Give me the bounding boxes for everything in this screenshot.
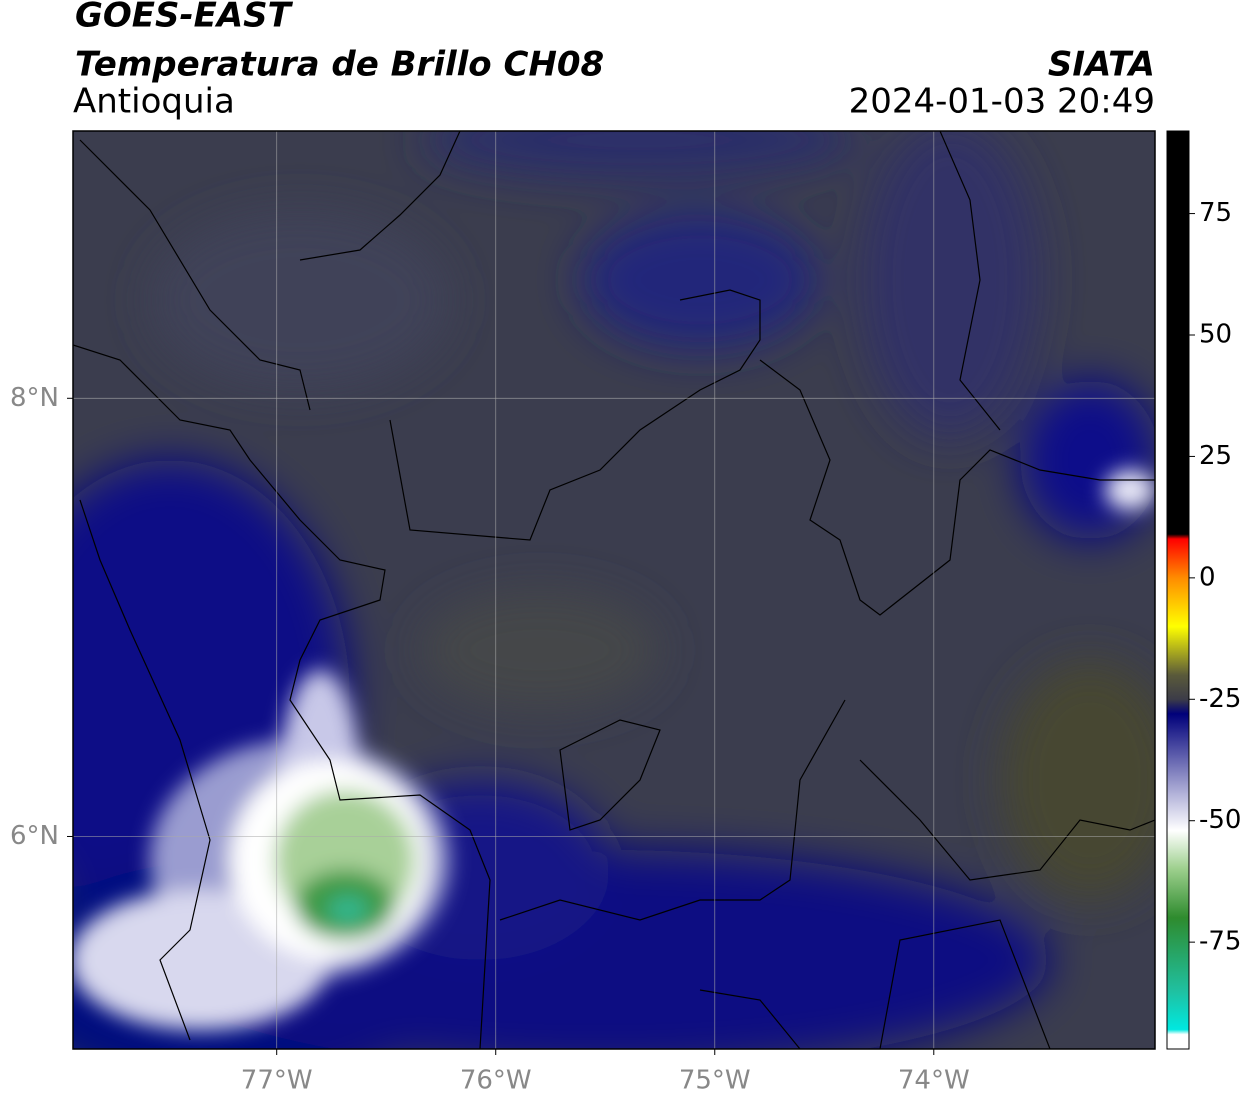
colorbar-tick-label: 0	[1199, 562, 1216, 592]
x-tick-label: 75°W	[679, 1066, 751, 1096]
map	[73, 131, 1155, 1049]
colorbar	[1166, 130, 1190, 1050]
title: GOES-EAST	[75, 0, 294, 36]
colorbar-tick-label: -50	[1199, 805, 1241, 835]
convective-cell	[73, 470, 1155, 1030]
colorbar-tick-label: 75	[1199, 198, 1232, 228]
datetime: 2024-01-03 20:49	[849, 82, 1155, 122]
subtitle: Temperatura de Brillo CH08	[75, 45, 604, 85]
y-tick-label: 6°N	[10, 821, 59, 851]
grid	[73, 131, 1155, 1049]
map-frame	[72, 130, 1156, 1050]
colorbar-tick-label: 25	[1199, 441, 1232, 471]
x-tick-label: 77°W	[241, 1066, 313, 1096]
y-tick-label: 8°N	[10, 383, 59, 413]
x-tick-label: 74°W	[898, 1066, 970, 1096]
x-tick-label: 76°W	[460, 1066, 532, 1096]
borders	[73, 131, 1155, 1049]
colorbar-tick-label: 50	[1199, 320, 1232, 350]
source: SIATA	[1048, 45, 1155, 85]
region: Antioquia	[73, 82, 235, 122]
colorbar-tick-label: -25	[1199, 684, 1241, 714]
colorbar-tick-label: -75	[1199, 927, 1241, 957]
